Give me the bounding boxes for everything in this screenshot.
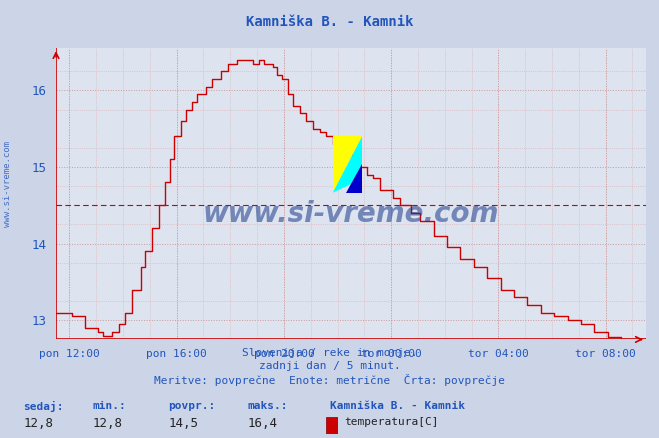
Polygon shape [333,136,362,193]
Text: maks.:: maks.: [247,401,287,411]
Text: min.:: min.: [92,401,126,411]
Text: www.si-vreme.com: www.si-vreme.com [203,200,499,228]
Polygon shape [333,136,362,193]
Text: zadnji dan / 5 minut.: zadnji dan / 5 minut. [258,361,401,371]
Text: Meritve: povprečne  Enote: metrične  Črta: povprečje: Meritve: povprečne Enote: metrične Črta:… [154,374,505,386]
Polygon shape [346,164,362,193]
Text: 14,5: 14,5 [168,417,198,430]
Text: 12,8: 12,8 [92,417,123,430]
Text: 12,8: 12,8 [23,417,53,430]
Text: Kamniška B. - Kamnik: Kamniška B. - Kamnik [330,401,465,411]
Text: Slovenija / reke in morje.: Slovenija / reke in morje. [242,348,417,358]
Text: 16,4: 16,4 [247,417,277,430]
Text: temperatura[C]: temperatura[C] [344,417,438,427]
Text: povpr.:: povpr.: [168,401,215,411]
Text: Kamniška B. - Kamnik: Kamniška B. - Kamnik [246,15,413,29]
Text: www.si-vreme.com: www.si-vreme.com [3,141,13,227]
Text: sedaj:: sedaj: [23,401,63,412]
